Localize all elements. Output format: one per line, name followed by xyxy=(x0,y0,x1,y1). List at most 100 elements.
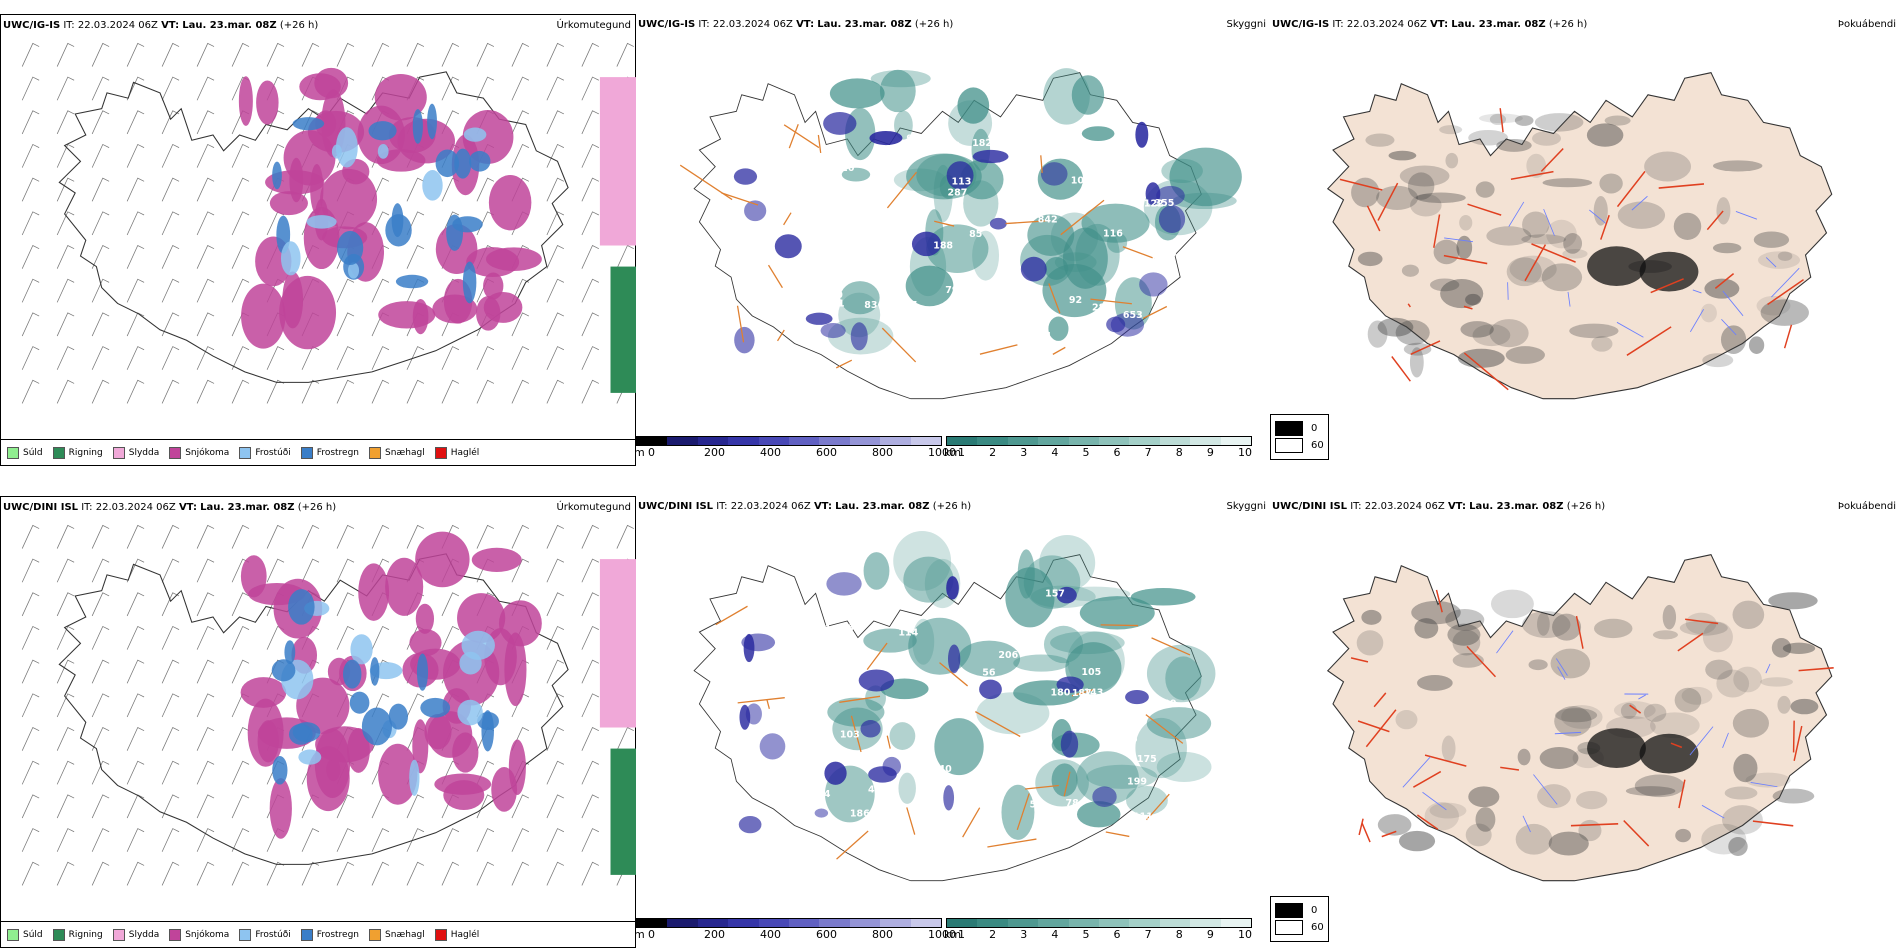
wind-barb xyxy=(91,693,110,718)
wind-barb xyxy=(161,524,180,549)
fog-shade xyxy=(1351,177,1380,208)
wind-barb xyxy=(511,524,530,549)
visibility-value-label: 110 xyxy=(762,191,782,202)
iceland-map xyxy=(1326,72,1833,400)
legend-swatch xyxy=(169,928,182,941)
legend-label: Rigning xyxy=(68,929,103,940)
legend-swatch xyxy=(112,928,125,941)
low-visibility-area xyxy=(1146,644,1216,703)
wind-barb xyxy=(336,625,355,650)
very-low-visibility-area xyxy=(743,633,755,663)
legend-item: Frostregn xyxy=(300,928,359,941)
snowfall-area xyxy=(238,76,253,126)
wind-barb xyxy=(581,727,600,751)
low-visibility-area xyxy=(1039,534,1096,591)
wind-barb xyxy=(301,42,320,67)
visibility-value-label: 157 xyxy=(966,777,986,788)
wind-barb xyxy=(511,379,530,404)
freezing-precip-area xyxy=(416,653,429,691)
road-line xyxy=(962,807,981,838)
very-low-visibility-area xyxy=(805,312,833,325)
fog-shade xyxy=(1768,592,1818,610)
road-line xyxy=(1510,170,1554,181)
scale-tick: 3 xyxy=(1020,928,1028,941)
wind-barb xyxy=(581,558,600,583)
wind-barb xyxy=(441,76,460,101)
low-visibility-area xyxy=(841,167,871,182)
wind-barb xyxy=(336,592,355,617)
wind-barb xyxy=(406,245,425,269)
freezing-precip-area xyxy=(463,127,487,142)
scale-tick: 600 xyxy=(816,446,837,459)
visibility-value-label: 116 xyxy=(1103,228,1123,239)
wind-barb xyxy=(126,211,145,236)
river-line xyxy=(1638,694,1646,700)
wind-barb xyxy=(581,312,600,337)
freezing-precip-area xyxy=(292,117,325,131)
wind-barb xyxy=(126,42,145,67)
river-line xyxy=(1507,282,1509,300)
low-visibility-area xyxy=(1071,75,1105,115)
low-visibility-area xyxy=(865,685,886,711)
wind-barb xyxy=(21,76,40,101)
visibility-value-label: 149 xyxy=(1138,342,1158,353)
very-low-visibility-area xyxy=(745,703,762,725)
freezing-precip-area xyxy=(298,749,322,765)
freezing-precip-area xyxy=(342,659,362,689)
very-low-visibility-area xyxy=(1158,205,1186,234)
very-low-visibility-area xyxy=(989,217,1007,230)
road-line xyxy=(1377,182,1399,221)
wind-barb xyxy=(196,42,215,67)
snowfall-area xyxy=(256,80,279,125)
model-name: UWC/IG-IS xyxy=(638,19,696,30)
road-line xyxy=(1435,589,1443,613)
very-low-visibility-area xyxy=(1145,182,1161,206)
fog-shade xyxy=(1591,336,1613,352)
wind-barb xyxy=(56,659,75,684)
wind-barb xyxy=(476,828,495,852)
snowfall-area xyxy=(240,555,267,598)
wind-barb xyxy=(21,693,40,718)
fog-scale: 0 60 xyxy=(1270,414,1329,460)
fog-shade xyxy=(1732,708,1769,738)
wind-barb xyxy=(231,346,250,370)
fog-shade xyxy=(1377,317,1414,337)
wind-barb xyxy=(21,278,40,303)
road-line xyxy=(1025,784,1059,790)
wind-barb xyxy=(231,211,250,236)
wind-barb xyxy=(56,42,75,67)
visibility-value-label: 197 xyxy=(795,630,815,641)
scale-tick: 1000 xyxy=(928,446,956,459)
wind-barb xyxy=(91,110,110,135)
wind-barb xyxy=(161,727,180,751)
river-line xyxy=(1589,209,1606,224)
wind-barb xyxy=(476,76,495,101)
road-line xyxy=(1752,820,1794,827)
road-line xyxy=(1600,214,1610,240)
freezing-precip-area xyxy=(288,723,313,745)
wind-barb xyxy=(21,558,40,583)
snowfall-area xyxy=(378,743,418,805)
visibility-value-label: 104 xyxy=(811,789,831,800)
wind-barb xyxy=(476,42,495,67)
visibility-value-label: 258 xyxy=(955,693,975,704)
fog-shade xyxy=(1777,695,1791,714)
wind-barb xyxy=(336,312,355,337)
fog-shade xyxy=(1753,231,1790,248)
wind-barb xyxy=(56,177,75,202)
river-line xyxy=(1771,267,1800,298)
visibility-value-label: 155 xyxy=(1118,734,1138,745)
wind-barb xyxy=(196,211,215,236)
wind-barb xyxy=(21,659,40,684)
snowfall-area xyxy=(315,110,337,137)
visibility-value-label: 157 xyxy=(1045,588,1065,599)
road-line xyxy=(1060,199,1105,236)
visibility-value-label: 103 xyxy=(840,729,860,740)
fog-shade xyxy=(1562,248,1588,259)
panel-name: Skyggni xyxy=(1226,19,1266,30)
scale-tick: 4 xyxy=(1051,446,1059,459)
snowfall-area xyxy=(374,74,427,121)
wind-barb xyxy=(161,379,180,404)
river-line xyxy=(1631,195,1648,211)
visibility-value-label: 199 xyxy=(1127,776,1147,787)
